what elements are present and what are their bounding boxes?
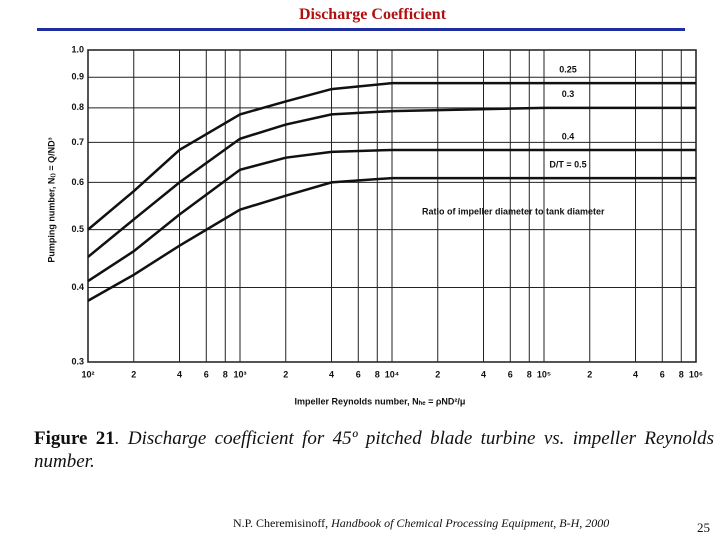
- x-tick-label: 6: [204, 369, 209, 379]
- x-tick-label: 6: [508, 369, 513, 379]
- x-tick-label: 8: [679, 369, 684, 379]
- annotation: Ratio of impeller diameter to tank diame…: [422, 206, 605, 216]
- curve: [87, 148, 696, 283]
- title-rule: [37, 28, 685, 31]
- x-tick-label: 2: [587, 369, 592, 379]
- x-tick-label: 10⁵: [537, 369, 551, 379]
- y-tick-label: 0.7: [71, 137, 84, 147]
- y-tick-label: 0.5: [71, 224, 84, 234]
- x-tick-label: 8: [375, 369, 380, 379]
- citation-author: N.P. Cheremisinoff,: [233, 516, 332, 530]
- y-tick-label: 0.8: [71, 102, 84, 112]
- curve: [87, 176, 696, 302]
- x-tick-label: 4: [329, 369, 334, 379]
- x-tick-label: 4: [177, 369, 182, 379]
- x-tick-label: 10²: [81, 369, 94, 379]
- y-axis-label: Pumping number, N₍₎ = Q/ND³: [46, 137, 56, 262]
- curve: [87, 81, 696, 231]
- x-tick-label: 8: [223, 369, 228, 379]
- chart: 10² 2 4 6 8 10³ 2 4 6 8 10⁴ 2 4 6 8 10⁵ 2 4 6 8 10⁶ 0.3 0.4 0.5…: [46, 44, 703, 406]
- x-tick-label: 6: [356, 369, 361, 379]
- y-tick-label: 0.4: [71, 282, 84, 292]
- x-axis-label: Impeller Reynolds number, Nₕₑ = ρND²/μ: [295, 396, 466, 406]
- y-tick-label: 0.6: [71, 177, 84, 187]
- x-tick-label: 2: [131, 369, 136, 379]
- series-label: 0.3: [562, 89, 575, 99]
- caption-label: Figure 21: [34, 428, 115, 449]
- x-tick-label: 4: [481, 369, 486, 379]
- page-number: 25: [697, 520, 710, 535]
- citation: N.P. Cheremisinoff, Handbook of Chemical…: [233, 516, 609, 531]
- caption-text: . Discharge coefficient for 45º pitched …: [34, 428, 715, 472]
- y-tick-label: 0.3: [71, 356, 84, 366]
- x-tick-label: 8: [527, 369, 532, 379]
- caption: Figure 21. Discharge coefficient for 45º…: [34, 427, 714, 473]
- slide-title: Discharge Coefficient: [298, 6, 447, 23]
- series-label: D/T = 0.5: [549, 159, 586, 169]
- x-tick-label: 2: [283, 369, 288, 379]
- y-tick-label: 1.0: [71, 44, 84, 54]
- x-tick-label: 2: [435, 369, 440, 379]
- series-label: 0.4: [562, 131, 575, 141]
- x-tick-label: 10³: [233, 369, 246, 379]
- x-tick-label: 4: [633, 369, 638, 379]
- x-tick-label: 6: [660, 369, 665, 379]
- x-tick-label: 10⁴: [385, 369, 399, 379]
- curve: [87, 106, 696, 258]
- y-tick-label: 0.9: [71, 72, 84, 82]
- series-label: 0.25: [559, 65, 577, 75]
- citation-work: Handbook of Chemical Processing Equipmen…: [331, 516, 610, 530]
- x-tick-label: 10⁶: [689, 369, 703, 379]
